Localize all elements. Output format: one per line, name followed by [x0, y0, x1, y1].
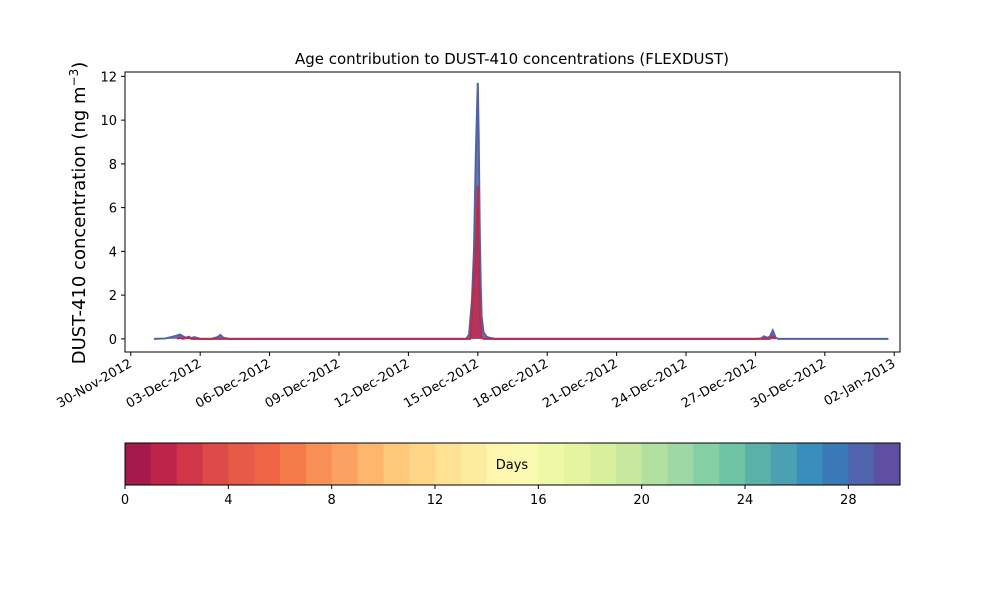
colorbar-segment	[848, 443, 875, 485]
colorbar-segment	[357, 443, 384, 485]
colorbar-segment	[719, 443, 746, 485]
colorbar-segment	[745, 443, 772, 485]
colorbar-label: Days	[496, 458, 529, 473]
colorbar-segment	[667, 443, 694, 485]
y-axis-label-close: )	[69, 62, 90, 69]
colorbar-segment	[150, 443, 178, 485]
svg-text:DUST-410 concentration (ng m−3: DUST-410 concentration (ng m−3)	[67, 62, 90, 365]
colorbar-segment	[202, 443, 229, 485]
y-axis-label-text: DUST-410 concentration (ng m	[69, 86, 90, 364]
x-tick-label: 06-Dec-2012	[193, 356, 273, 411]
colorbar-segment	[564, 443, 591, 485]
colorbar-tick-label: 4	[224, 493, 232, 508]
x-tick-label: 03-Dec-2012	[124, 356, 204, 411]
x-tick-label: 18-Dec-2012	[471, 356, 551, 411]
colorbar-segment	[512, 443, 539, 485]
young-age-series-area	[177, 185, 776, 339]
colorbar-segment	[460, 443, 488, 485]
chart-title: Age contribution to DUST-410 concentrati…	[295, 50, 729, 68]
colorbar-tick-label: 0	[121, 493, 129, 508]
colorbar-segment	[590, 443, 617, 485]
y-axis-label: DUST-410 concentration (ng m−3)	[67, 62, 90, 365]
colorbar-tick-label: 24	[737, 493, 754, 508]
colorbar-segment	[125, 443, 152, 485]
colorbar-segment	[305, 443, 333, 485]
colorbar-segment	[822, 443, 849, 485]
colorbar-segment	[228, 443, 255, 485]
y-axis-label-exponent: −3	[67, 69, 81, 87]
colorbar	[124, 442, 901, 486]
total-series-area	[153, 82, 889, 339]
colorbar-frame	[124, 442, 901, 486]
y-tick-label: 12	[100, 70, 117, 85]
colorbar-segment	[538, 443, 565, 485]
x-tick-label: 30-Nov-2012	[55, 356, 135, 411]
x-tick-label: 09-Dec-2012	[263, 356, 343, 411]
x-tick-label: 21-Dec-2012	[540, 356, 620, 411]
y-axis: 0 2 4 6 8 10 12	[100, 70, 125, 348]
young-age-series-line	[176, 185, 777, 340]
x-tick-label: 24-Dec-2012	[610, 356, 690, 411]
colorbar-segment	[615, 443, 643, 485]
total-series-line	[153, 82, 889, 340]
colorbar-segment	[641, 443, 668, 485]
colorbar-segment	[254, 443, 281, 485]
colorbar-tick-label: 28	[840, 493, 857, 508]
colorbar-segment	[693, 443, 720, 485]
colorbar-segment	[874, 443, 901, 485]
colorbar-segment	[409, 443, 436, 485]
colorbar-axis: 0 4 8 12 16 20 24 28	[121, 485, 857, 508]
colorbar-segment	[770, 443, 798, 485]
colorbar-segment	[331, 443, 358, 485]
y-tick-label: 0	[109, 333, 117, 348]
colorbar-tick-label: 16	[530, 493, 547, 508]
colorbar-segment	[796, 443, 823, 485]
plot-series-group	[153, 82, 889, 340]
y-tick-label: 10	[100, 114, 117, 129]
colorbar-tick-label: 20	[633, 493, 650, 508]
y-tick-label: 2	[109, 289, 117, 304]
plot-frame	[124, 71, 901, 353]
colorbar-segment	[435, 443, 462, 485]
x-axis: 30-Nov-201203-Dec-201206-Dec-201209-Dec-…	[55, 352, 899, 412]
x-tick-label: 27-Dec-2012	[679, 356, 759, 411]
colorbar-segment	[383, 443, 410, 485]
colorbar-tick-label: 12	[427, 493, 444, 508]
x-tick-label: 12-Dec-2012	[332, 356, 412, 411]
colorbar-segment	[486, 443, 513, 485]
colorbar-tick-label: 8	[328, 493, 336, 508]
x-tick-label: 15-Dec-2012	[401, 356, 481, 411]
x-tick-label: 02-Jan-2013	[822, 356, 899, 409]
y-tick-label: 6	[109, 202, 117, 217]
y-tick-label: 8	[109, 158, 117, 173]
x-tick-label: 30-Dec-2012	[748, 356, 828, 411]
y-tick-label: 4	[109, 245, 117, 260]
colorbar-segment	[176, 443, 203, 485]
colorbar-segment	[280, 443, 307, 485]
